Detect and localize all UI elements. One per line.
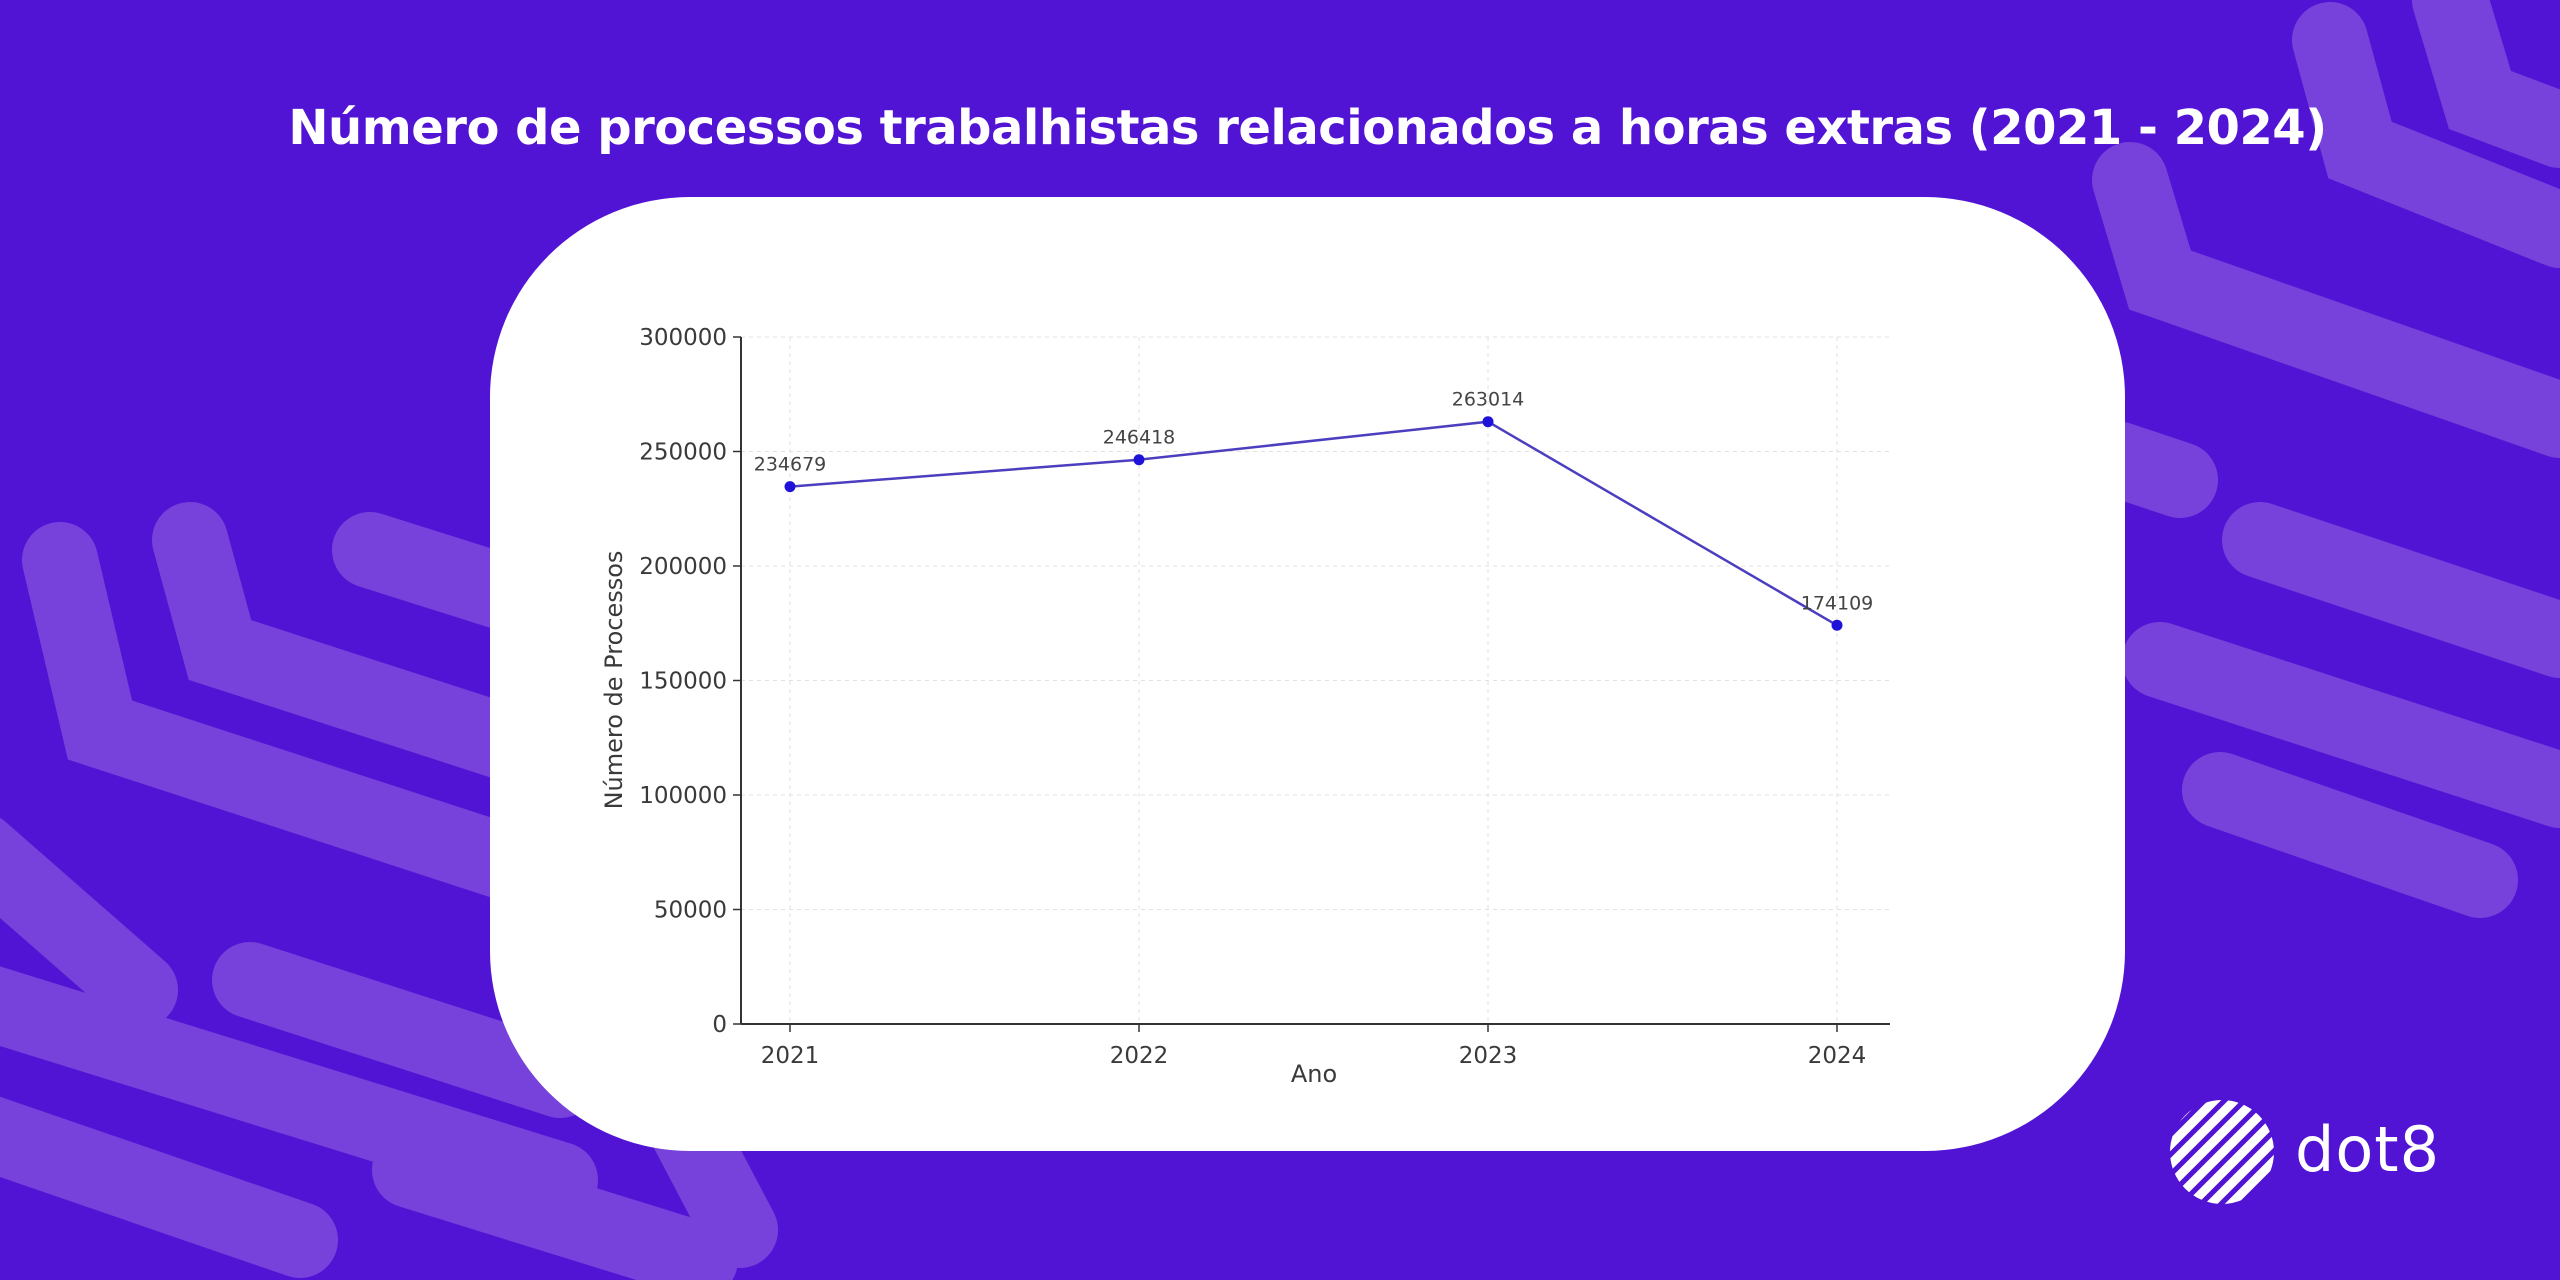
y-tick-label: 50000 <box>654 898 727 924</box>
series-line-group: 234679 246418 263014 174109 <box>754 389 1874 631</box>
page-title: Número de processos trabalhistas relacio… <box>288 100 2327 156</box>
chart-grid <box>741 336 1890 1025</box>
x-ticks: 2021 2022 2023 2024 <box>761 1024 1867 1069</box>
x-tick-label: 2023 <box>1459 1043 1518 1069</box>
y-ticks: 0 50000 100000 150000 200000 250000 300000 <box>639 325 741 1038</box>
brand-name: dot8 <box>2295 1113 2441 1186</box>
y-tick-label: 0 <box>712 1012 727 1038</box>
y-tick-label: 100000 <box>639 783 727 809</box>
data-label: 263014 <box>1452 389 1525 411</box>
x-tick-label: 2021 <box>761 1043 820 1069</box>
y-tick-label: 200000 <box>639 554 727 580</box>
y-axis-label: Número de Processos <box>600 551 628 810</box>
line-chart: 0 50000 100000 150000 200000 250000 300000 202… <box>600 325 1890 1088</box>
series-line <box>789 420 1838 627</box>
x-tick-label: 2022 <box>1110 1043 1169 1069</box>
data-label: 174109 <box>1801 592 1874 614</box>
data-label: 246418 <box>1103 427 1176 449</box>
y-tick-label: 250000 <box>639 440 727 466</box>
striped-round-logo-icon <box>2170 1100 2274 1204</box>
data-label: 234679 <box>754 454 827 476</box>
y-tick-label: 300000 <box>639 325 727 351</box>
y-tick-label: 150000 <box>639 669 727 695</box>
x-tick-label: 2024 <box>1808 1043 1867 1069</box>
data-point <box>1482 416 1494 428</box>
x-axis-label: Ano <box>1291 1060 1337 1088</box>
brand-logo: dot8 <box>2165 1095 2465 1210</box>
data-point <box>1133 454 1145 466</box>
chart-card: 0 50000 100000 150000 200000 250000 300000 202… <box>490 197 2125 1151</box>
data-point <box>1831 619 1843 631</box>
data-point <box>784 481 796 493</box>
